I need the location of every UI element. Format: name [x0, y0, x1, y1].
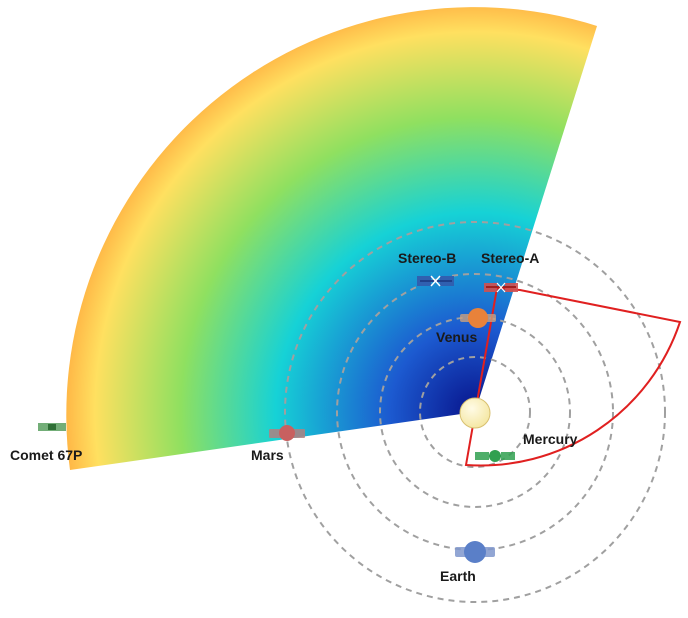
- label-stereo-b: Stereo-B: [398, 250, 457, 266]
- label-venus: Venus: [436, 329, 478, 345]
- label-earth: Earth: [440, 568, 476, 584]
- stereo-b-spacecraft-icon: [417, 275, 454, 287]
- orbit-mercury: [419, 356, 531, 468]
- heliosphere-fan: [66, 7, 597, 471]
- earth-icon: [455, 541, 495, 563]
- orbit-venus: [379, 316, 571, 508]
- comet-67p-spacecraft-icon: [38, 423, 66, 431]
- venus-icon: [460, 308, 496, 328]
- label-comet-67p: Comet 67P: [10, 447, 83, 463]
- orbit-inner-3: [336, 273, 614, 551]
- label-mars: Mars: [251, 447, 284, 463]
- orbits: [284, 221, 666, 603]
- orbit-earth: [284, 221, 666, 603]
- label-mercury: Mercury: [523, 431, 578, 447]
- stereo-a-field-of-view: [464, 286, 682, 467]
- mars-icon: [269, 425, 305, 441]
- label-stereo-a: Stereo-A: [481, 250, 540, 266]
- mercury-spacecraft-icon: [475, 450, 515, 462]
- stereo-a-spacecraft-icon: [484, 282, 518, 293]
- sun-icon: [459, 397, 491, 429]
